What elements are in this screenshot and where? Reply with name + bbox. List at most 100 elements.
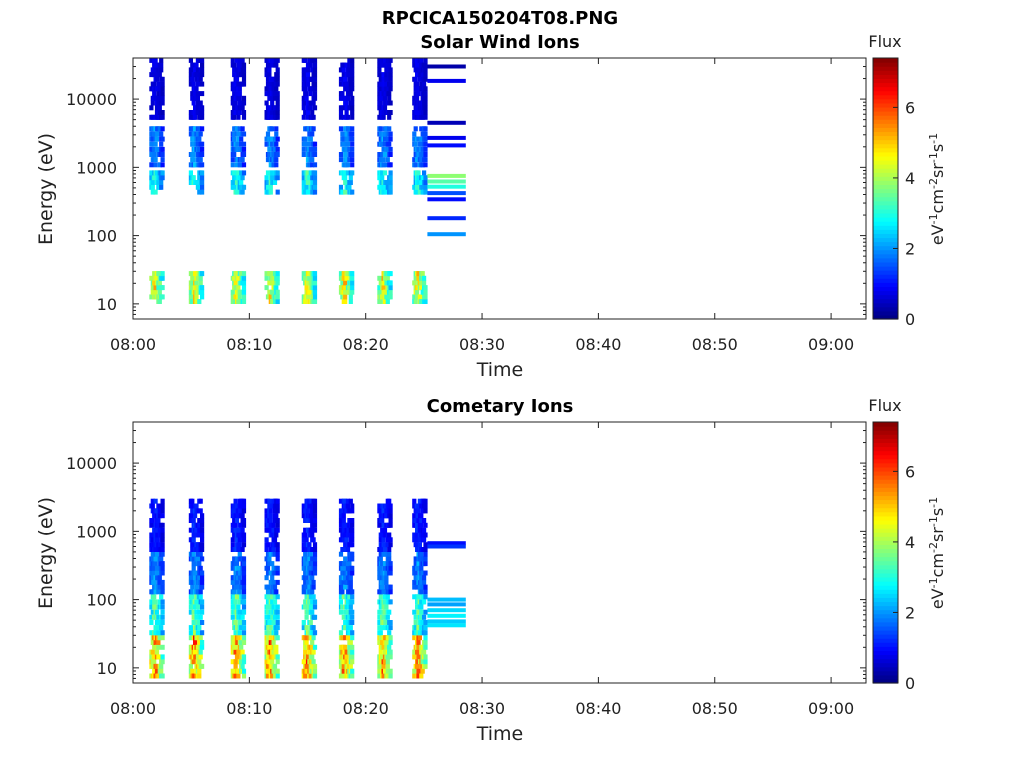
heatmap-cell <box>340 589 345 595</box>
heatmap-cell <box>388 86 393 92</box>
heatmap-cell <box>343 299 348 304</box>
heatmap-cell <box>423 91 428 97</box>
heatmap-cell <box>420 556 425 562</box>
heatmap-cell <box>301 146 306 152</box>
heatmap-cell <box>310 644 315 650</box>
heatmap-cell <box>423 551 428 557</box>
heatmap-cell <box>149 162 154 168</box>
heatmap-cell <box>241 659 247 665</box>
heatmap-cell <box>274 157 279 163</box>
heatmap-cell <box>312 57 318 63</box>
heatmap-cell <box>233 527 238 533</box>
heatmap-cell <box>150 649 155 655</box>
heatmap-cell <box>310 547 315 552</box>
x-axis-ticks: 08:00 08:10 08:20 08:30 08:40 08:50 09:00 <box>110 422 854 718</box>
heatmap-cell <box>350 275 355 281</box>
heatmap-cell <box>241 95 247 101</box>
heatmap-cell <box>416 275 421 281</box>
heatmap-cell <box>274 62 279 68</box>
heatmap-cell <box>419 157 424 163</box>
heatmap-cell <box>200 575 205 581</box>
heatmap-cell <box>350 114 355 120</box>
colorbar-segment <box>873 605 898 611</box>
heatmap-cell <box>423 584 428 590</box>
heatmap-cell <box>200 189 205 195</box>
heatmap-cell <box>237 67 242 73</box>
heatmap-cell <box>303 673 308 679</box>
heatmap-cell <box>197 640 202 645</box>
colorbar-segment <box>873 674 898 680</box>
heatmap-cell <box>234 556 240 562</box>
heatmap-cell <box>416 180 421 185</box>
heatmap-cell <box>150 184 155 190</box>
heatmap-cell <box>274 285 279 291</box>
heatmap-cell <box>350 280 355 286</box>
heatmap-cell <box>160 503 165 509</box>
heatmap-cell <box>241 280 247 286</box>
heatmap-cell <box>423 294 428 300</box>
heatmap-cell <box>338 663 344 669</box>
colorbar-segment <box>873 470 898 476</box>
heatmap-cell <box>264 547 269 552</box>
heatmap-cell <box>310 556 315 562</box>
heatmap-cell <box>305 508 311 514</box>
heatmap-cell <box>271 162 276 168</box>
colorbar-segment <box>873 511 898 517</box>
colorbar-segment <box>873 548 898 554</box>
heatmap-cell <box>149 170 154 176</box>
heatmap-cell <box>240 513 245 519</box>
heatmap-cell <box>157 599 162 605</box>
heatmap-cell <box>417 635 422 641</box>
heatmap-cell <box>234 126 240 132</box>
heatmap-cell <box>380 518 385 523</box>
heatmap-cell <box>340 189 345 195</box>
heatmap-cell <box>156 285 161 291</box>
heatmap-cell <box>307 556 312 562</box>
heatmap-cell <box>154 609 160 615</box>
heatmap-cell <box>193 640 198 645</box>
heatmap-cell <box>241 76 247 82</box>
heatmap-cell <box>423 532 428 538</box>
heatmap-cell <box>275 114 280 120</box>
heatmap-cell <box>160 294 165 300</box>
heatmap-cell <box>200 180 205 185</box>
heatmap-cell <box>160 498 165 504</box>
heatmap-cell <box>241 635 247 641</box>
heatmap-cell <box>350 542 355 548</box>
colorbar-segment <box>873 430 898 435</box>
colorbar-segment <box>873 422 898 427</box>
heatmap-cell <box>338 599 344 605</box>
heatmap-cell <box>303 659 308 665</box>
heatmap-cell <box>422 599 427 605</box>
heatmap-cell <box>305 654 311 660</box>
heatmap-cell <box>377 275 382 281</box>
heatmap-cell <box>159 180 164 185</box>
heatmap-cell <box>350 189 355 195</box>
heatmap-cell <box>378 157 383 163</box>
heatmap-cell <box>233 599 238 605</box>
colorbar-segment <box>873 650 898 656</box>
heatmap-cell <box>191 542 196 548</box>
colorbar-segment <box>873 282 898 287</box>
heatmap-cell <box>200 542 205 548</box>
heatmap-cell <box>343 584 348 590</box>
heatmap-cell <box>388 76 393 82</box>
heatmap-cell <box>301 114 306 120</box>
heatmap-cell <box>232 184 237 190</box>
heatmap-cell <box>275 152 280 157</box>
heatmap-cell <box>312 95 318 101</box>
heatmap-cell <box>348 579 353 585</box>
solar-wind-ions-panel: Solar Wind Ions 08:00 08:10 08:20 08:30 08:4… <box>35 32 947 381</box>
heatmap-cell <box>419 86 424 92</box>
heatmap-cell <box>270 594 275 600</box>
heatmap-cell <box>150 189 155 195</box>
heatmap-cell <box>150 503 155 509</box>
heatmap-cell <box>341 614 346 620</box>
colorbar-segment <box>873 666 898 672</box>
x-axis-label: Time <box>476 359 524 381</box>
heatmap-cell <box>312 271 318 277</box>
heatmap-cell <box>384 640 389 645</box>
heatmap-cell <box>388 584 393 590</box>
colorbar-segment <box>873 204 898 210</box>
